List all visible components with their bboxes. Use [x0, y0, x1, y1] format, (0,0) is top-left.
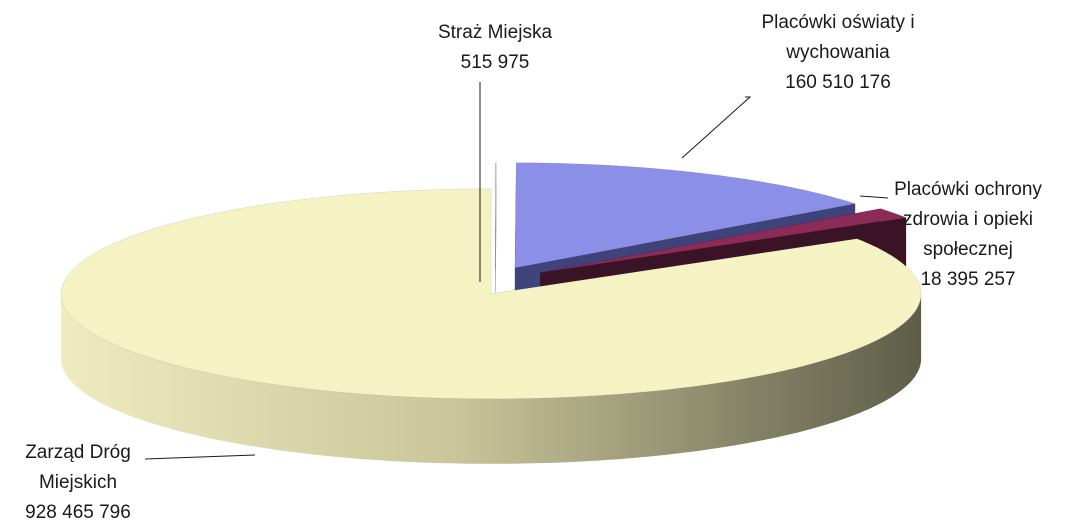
- label-line: Straż Miejska: [438, 22, 552, 43]
- leader-line: [144, 454, 256, 460]
- slice: [514, 162, 856, 269]
- leader-line: [859, 195, 889, 199]
- value-label: 515 975: [461, 52, 530, 73]
- category-label: Placówki ochrony zdrowia i opieki społeczn…: [894, 179, 1042, 260]
- value-label: 18 395 257: [920, 269, 1015, 290]
- label-line: społecznej: [923, 239, 1013, 260]
- value-label: 160 510 176: [785, 72, 891, 93]
- label-line: Miejskich: [39, 472, 117, 493]
- slice-side: [61, 293, 922, 464]
- label-line: Zarząd Dróg: [25, 442, 131, 463]
- slice-cut-face: [495, 163, 497, 333]
- value-label: 928 465 796: [25, 502, 131, 523]
- category-label: Straż Miejska: [438, 22, 552, 43]
- category-label: Zarząd Dróg Miejskich: [25, 442, 131, 493]
- label-line: Placówki oświaty i: [761, 12, 914, 33]
- slice: [60, 188, 922, 400]
- label-line: Placówki ochrony: [894, 179, 1042, 200]
- slice: [540, 208, 908, 274]
- label-line: zdrowia i opieki: [903, 209, 1033, 230]
- label-line: wychowania: [785, 42, 890, 63]
- leader-line: [681, 96, 752, 159]
- slice: [494, 162, 497, 269]
- category-label: Placówki oświaty i wychowania: [761, 12, 914, 63]
